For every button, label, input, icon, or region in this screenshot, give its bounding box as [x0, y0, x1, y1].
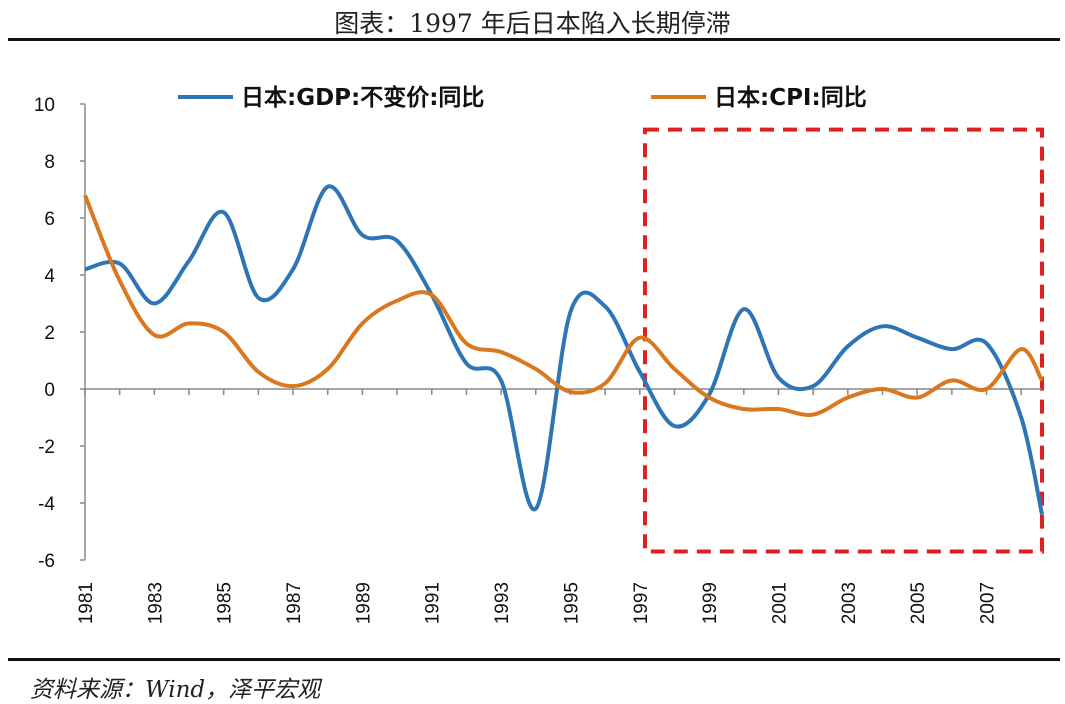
bottom-rule — [8, 658, 1060, 661]
chart-title: 图表：1997 年后日本陷入长期停滞 — [334, 9, 731, 38]
legend-label-gdp: 日本:GDP:不变价:同比 — [241, 84, 484, 111]
legend-layer: 日本:GDP:不变价:同比 日本:CPI:同比 — [178, 84, 867, 111]
x-tick-label: 1989 — [353, 582, 374, 624]
x-tick-label: 2005 — [908, 582, 929, 624]
source-note: 资料来源：Wind，泽平宏观 — [30, 677, 321, 703]
highlight-box — [642, 127, 1044, 554]
y-tick-label: 2 — [44, 323, 55, 344]
x-tick-label: 2001 — [769, 582, 790, 624]
y-tick-label: 4 — [44, 266, 55, 287]
x-tick-label: 1991 — [423, 582, 444, 624]
line-chart: 10 8 6 4 2 0 -2 -4 -6 1981 1983 1985 1987 1989 1991 199… — [34, 84, 1044, 624]
y-tick-label: 10 — [34, 95, 55, 116]
series-layer — [83, 184, 1044, 515]
x-tick-label: 1997 — [631, 582, 652, 624]
highlight-region-layer — [642, 127, 1044, 554]
x-tick-label: 1985 — [215, 582, 236, 624]
x-tick-label: 1999 — [700, 582, 721, 624]
y-tick-label: 0 — [44, 380, 55, 401]
y-tick-label: 8 — [44, 152, 55, 173]
axes-layer: 10 8 6 4 2 0 -2 -4 -6 1981 1983 1985 1987 1989 1991 199… — [34, 95, 1042, 624]
x-tick-label: 1981 — [76, 582, 97, 624]
y-tick-label: -4 — [38, 494, 55, 515]
x-tick-label: 2003 — [839, 582, 860, 624]
x-tick-label: 1995 — [561, 582, 582, 624]
x-tick-label: 1983 — [145, 582, 166, 624]
legend-label-cpi: 日本:CPI:同比 — [714, 85, 867, 111]
y-tick-label: -6 — [38, 551, 55, 572]
y-tick-label: 6 — [44, 209, 55, 230]
top-rule — [8, 38, 1060, 41]
series-line-gdp — [84, 184, 1044, 515]
y-tick-label: -2 — [38, 437, 55, 458]
series-line-cpi — [83, 194, 1044, 417]
x-tick-label: 1987 — [284, 582, 305, 624]
x-tick-label: 1993 — [492, 582, 513, 624]
x-tick-label: 2007 — [978, 582, 999, 624]
